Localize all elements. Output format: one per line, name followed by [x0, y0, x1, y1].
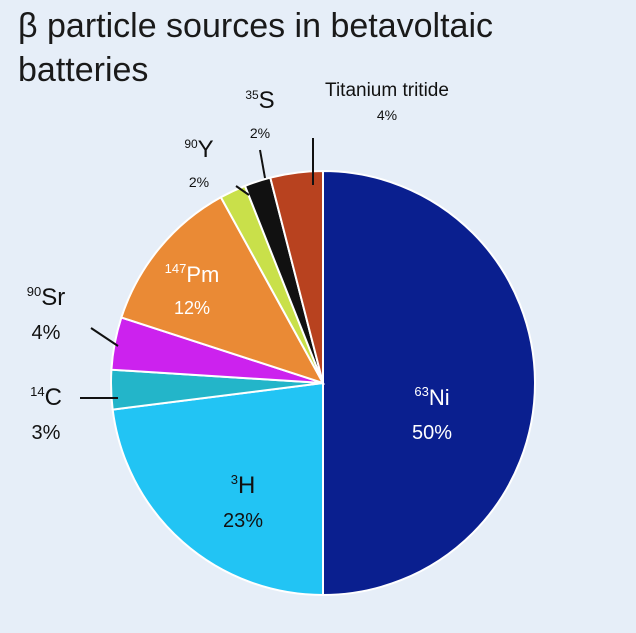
slice-value-s-35: 2% [250, 125, 270, 141]
slice-value-sr-90: 4% [32, 322, 61, 344]
chart-title: β particle sources in betavoltaic batter… [18, 7, 494, 89]
pie-slice-pm-147 [120, 195, 326, 385]
slice-value-h-3: 23% [223, 510, 263, 532]
leader-line-s-35 [259, 149, 266, 179]
slice-label-pm-147: 147Pm [165, 261, 220, 287]
pie-slice-titanium-tritide [269, 169, 324, 384]
slice-value-pm-147: 12% [174, 298, 210, 318]
pie-slice-h-3 [111, 381, 324, 597]
slice-value-titanium-tritide: 4% [377, 107, 397, 123]
slice-label-y-90: 90Y [184, 136, 213, 163]
slice-label-sr-90: 90Sr [27, 284, 65, 311]
pie-slice-ni-63 [322, 169, 536, 597]
leader-line-sr-90 [90, 327, 119, 347]
slice-value-c-14: 3% [32, 422, 61, 444]
slice-label-s-35: 35S [245, 87, 274, 114]
slice-label-titanium-tritide: Titanium tritide [325, 80, 449, 101]
slice-label-c-14: 14C [30, 384, 62, 411]
slice-label-h-3: 3H [231, 472, 256, 499]
leader-line-y-90 [235, 185, 250, 196]
slice-value-y-90: 2% [189, 174, 209, 190]
slice-label-ni-63: 63Ni [414, 384, 449, 410]
slice-value-ni-63: 50% [412, 422, 452, 444]
